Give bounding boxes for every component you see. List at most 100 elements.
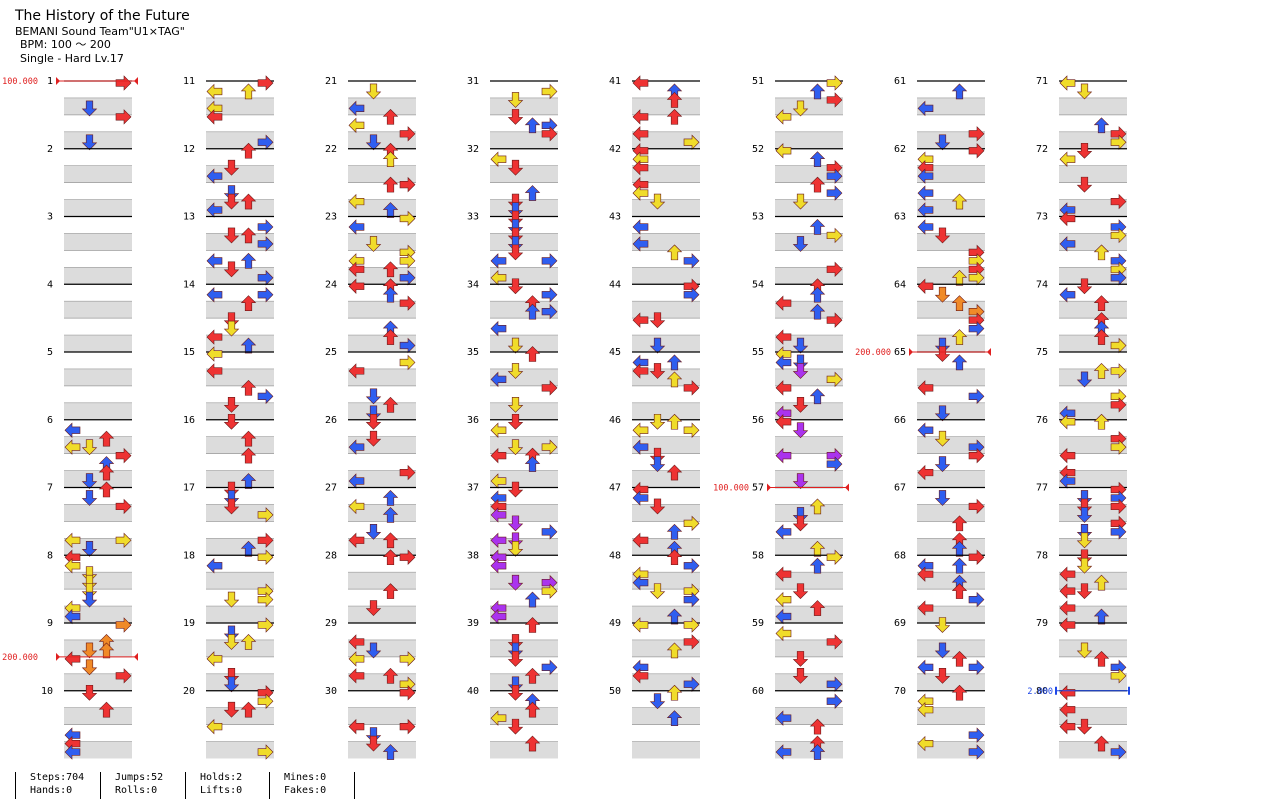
right-arrow-icon [399, 176, 416, 193]
right-arrow-icon [683, 617, 700, 633]
down-arrow-icon [81, 490, 98, 506]
up-arrow-icon [382, 744, 399, 760]
measure-13: 13 [183, 212, 274, 286]
down-arrow-icon [223, 701, 240, 718]
up-arrow-icon [382, 490, 399, 506]
beat-band [1059, 572, 1127, 590]
down-arrow-icon [649, 413, 666, 430]
measure-number: 7 [47, 483, 53, 494]
up-arrow-icon [1093, 735, 1110, 752]
measure-70: 70 [894, 684, 985, 760]
measure-number: 34 [467, 279, 479, 290]
right-arrow-icon [826, 168, 843, 184]
beat-band [775, 335, 843, 352]
left-arrow-icon [775, 625, 792, 642]
beat-band [490, 741, 558, 759]
song-artist: BEMANI Sound Team"U1×TAG" [15, 25, 185, 38]
up-arrow-icon [666, 684, 683, 701]
beat-band [206, 267, 274, 285]
right-arrow-icon [257, 532, 274, 549]
measure-5: 5 [47, 347, 132, 420]
measure-number: 63 [894, 212, 906, 223]
left-arrow-icon [348, 439, 365, 455]
down-arrow-icon [1076, 718, 1093, 735]
measure-number: 15 [183, 347, 195, 358]
measure-number: 60 [752, 686, 764, 697]
down-arrow-icon [792, 422, 809, 439]
left-arrow-icon [490, 710, 507, 726]
stat-fakes: Fakes:0 [284, 784, 327, 796]
up-arrow-icon [951, 557, 968, 574]
down-arrow-icon [223, 227, 240, 244]
beat-band [64, 504, 132, 522]
left-arrow-icon [632, 236, 649, 252]
measure-3: 3 [47, 212, 132, 285]
up-arrow-icon [382, 583, 399, 599]
beat-band [206, 572, 274, 590]
beat-band [206, 233, 274, 251]
measure-65: 65 [894, 346, 985, 422]
beat-band [206, 368, 274, 386]
measure-40: 40 [467, 684, 558, 759]
beat-band [348, 301, 416, 319]
left-arrow-icon [917, 100, 934, 117]
song-header: The History of the Future BEMANI Sound T… [15, 7, 190, 66]
left-arrow-icon [775, 380, 792, 396]
beat-band [348, 97, 416, 115]
measure-number: 52 [752, 144, 764, 155]
up-arrow-icon [382, 176, 399, 193]
up-arrow-icon [240, 701, 257, 718]
beat-band [490, 368, 558, 386]
beat-band [490, 707, 558, 725]
up-arrow-icon [809, 151, 826, 168]
measure-61: 61 [894, 76, 985, 151]
measure-7: 7 [47, 481, 132, 557]
left-arrow-icon [632, 126, 649, 142]
beat-band [64, 402, 132, 420]
down-arrow-icon [792, 397, 809, 413]
stat-jumps: Jumps:52 [115, 772, 164, 783]
measure-number: 19 [183, 618, 195, 629]
left-arrow-icon [1059, 236, 1076, 252]
up-arrow-icon [809, 286, 826, 303]
up-arrow-icon [524, 117, 541, 134]
left-arrow-icon [917, 219, 934, 235]
up-arrow-icon [240, 337, 257, 354]
beat-band [1059, 267, 1127, 285]
down-arrow-icon [1076, 507, 1093, 523]
up-arrow-icon [809, 540, 826, 557]
measure-number: 18 [183, 550, 195, 561]
beat-band [775, 165, 843, 183]
measure-number: 22 [325, 144, 337, 155]
beat-band [775, 436, 843, 454]
left-arrow-icon [348, 278, 365, 294]
bpm-change-marker: 100.000 [713, 483, 849, 494]
beat-band [632, 368, 700, 386]
measure-number: 53 [752, 212, 764, 223]
up-arrow-icon [666, 464, 683, 481]
down-arrow-icon [507, 684, 524, 701]
left-arrow-icon [775, 524, 792, 540]
measure-58: 58 [752, 549, 843, 625]
beat-band [917, 97, 985, 115]
bpm-marker-right-icon [987, 348, 991, 356]
measure-46: 46 [609, 413, 700, 488]
beat-band [490, 436, 558, 454]
beat-band [775, 97, 843, 115]
beat-band [64, 199, 132, 217]
speed-change-marker: 2.000 [1027, 686, 1130, 697]
stats-end-divider [354, 772, 355, 799]
stat-group-holds: Holds:2 Lifts:0 [185, 772, 280, 799]
beat-band [775, 402, 843, 420]
left-arrow-icon [348, 651, 365, 667]
measure-28: 28 [325, 549, 416, 623]
right-arrow-icon [826, 549, 843, 565]
measure-32: 32 [467, 144, 558, 218]
left-arrow-icon [490, 557, 507, 574]
down-arrow-icon [934, 617, 951, 633]
down-arrow-icon [934, 642, 951, 659]
left-arrow-icon [64, 422, 81, 438]
measure-64: 64 [894, 278, 985, 354]
right-arrow-icon [541, 380, 558, 396]
beat-band [1059, 301, 1127, 319]
